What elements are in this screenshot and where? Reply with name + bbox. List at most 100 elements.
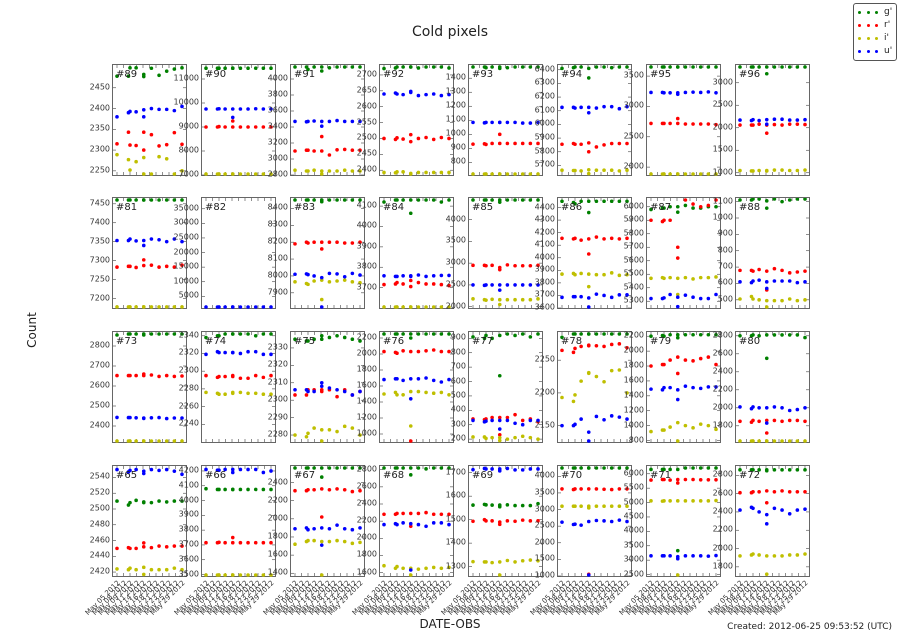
y-tick-label: 2800 (89, 340, 110, 350)
y-tick-label: 1800 (356, 549, 377, 559)
y-tick-label: 8400 (267, 202, 288, 212)
y-tick-label: 1800 (356, 364, 377, 374)
y-tick-label: 2500 (89, 400, 110, 410)
y-tick-label: 1100 (445, 114, 466, 124)
y-tick-label: 9000 (178, 121, 199, 131)
panel-ccd-87: #87 (646, 197, 721, 309)
y-tick-label: 2000 (712, 543, 733, 553)
y-tick-label: 6100 (534, 105, 555, 115)
y-tick-label: 7900 (267, 287, 288, 297)
panel-label: #82 (205, 202, 227, 213)
y-tick-label: 1400 (445, 72, 466, 82)
y-tick-label: 2260 (178, 401, 199, 411)
y-tick-label: 1600 (267, 549, 288, 559)
panel-ccd-91: #91 (290, 64, 365, 176)
y-tick-label: 3900 (178, 509, 199, 519)
y-tick-label: 2350 (89, 123, 110, 133)
y-tick-label: 1100 (712, 196, 733, 206)
panel-label: #81 (116, 202, 138, 213)
scatter-plot (202, 198, 275, 309)
panel-label: #92 (383, 69, 405, 80)
panel-label: #88 (739, 202, 761, 213)
y-tick-label: 7000 (178, 169, 199, 179)
y-tick-label: 500 (717, 294, 733, 304)
scatter-plot (469, 332, 542, 443)
y-tick-label: 2500 (89, 503, 110, 513)
y-tick-label: 4200 (178, 465, 199, 475)
y-tick-label: 1500 (445, 514, 466, 524)
panel-ccd-94: #94 (557, 64, 632, 176)
y-tick-label: 3900 (356, 241, 377, 251)
scatter-plot (380, 198, 453, 309)
y-tick-label: 2000 (445, 301, 466, 311)
y-tick-label: 10000 (173, 276, 199, 286)
y-tick-label: 1000 (623, 420, 644, 430)
panel-label: #66 (205, 470, 227, 481)
y-tick-label: 2800 (712, 469, 733, 479)
y-tick-label: 8100 (267, 253, 288, 263)
y-tick-label: 3700 (178, 539, 199, 549)
y-tick-label: 2400 (712, 366, 733, 376)
y-tick-label: 2400 (89, 103, 110, 113)
scatter-plot (558, 198, 631, 309)
panel-label: #70 (561, 470, 583, 481)
y-tick-label: 2000 (712, 122, 733, 132)
y-tick-label: 7200 (89, 293, 110, 303)
panel-ccd-92: #92 (379, 64, 454, 176)
y-tick-label: 1500 (712, 144, 733, 154)
y-tick-label: 5700 (534, 159, 555, 169)
y-tick-label: 3200 (267, 137, 288, 147)
legend-marker-icon (858, 36, 878, 40)
panel-ccd-88: #88 (735, 197, 810, 309)
y-tick-label: 2000 (356, 348, 377, 358)
panel-label: #73 (116, 336, 138, 347)
y-tick-label: 2600 (89, 380, 110, 390)
y-tick-label: 5900 (623, 214, 644, 224)
y-tick-label: 2500 (712, 99, 733, 109)
y-tick-label: 2290 (267, 412, 288, 422)
y-tick-label: 4000 (178, 495, 199, 505)
y-tick-label: 2300 (178, 365, 199, 375)
legend-item-u: u' (858, 45, 892, 57)
y-tick-label: 4100 (178, 480, 199, 490)
panel-label: #71 (650, 470, 672, 481)
y-tick-label: 5800 (623, 228, 644, 238)
panel-label: #84 (383, 202, 405, 213)
y-tick-label: 30000 (173, 217, 199, 227)
y-tick-label: 5700 (623, 241, 644, 251)
scatter-plot (736, 466, 809, 576)
y-tick-label: 500 (450, 390, 466, 400)
panel-label: #67 (294, 470, 316, 481)
created-timestamp: Created: 2012-06-25 09:53:52 (UTC) (727, 622, 892, 632)
y-tick-label: 2400 (89, 420, 110, 430)
y-axis-label: Count (25, 312, 39, 348)
y-tick-label: 2440 (89, 550, 110, 560)
y-tick-label: 1400 (445, 537, 466, 547)
panel-ccd-77: #77 (468, 331, 543, 443)
scatter-plot (380, 65, 453, 176)
panel-label: #75 (294, 336, 316, 347)
panel-ccd-73: #73 (112, 331, 187, 443)
legend-label: r' (884, 20, 891, 30)
y-tick-label: 1400 (623, 390, 644, 400)
y-tick-label: 2500 (623, 569, 644, 579)
panel-label: #74 (205, 336, 227, 347)
y-tick-label: 1800 (623, 360, 644, 370)
chart-title: Cold pixels (412, 24, 488, 40)
y-tick-label: 2340 (178, 330, 199, 340)
panel-ccd-76: #76 (379, 331, 454, 443)
y-tick-label: 2200 (534, 387, 555, 397)
legend-label: g' (884, 7, 893, 17)
y-tick-label: 3500 (623, 70, 644, 80)
y-tick-label: 1800 (712, 561, 733, 571)
y-tick-label: 2400 (267, 477, 288, 487)
panel-ccd-69: #69 (468, 465, 543, 577)
legend-label: i' (884, 33, 889, 43)
y-tick-label: 4000 (534, 470, 555, 480)
y-tick-label: 3500 (534, 487, 555, 497)
y-tick-label: 800 (717, 245, 733, 255)
y-tick-label: 8300 (267, 219, 288, 229)
y-tick-label: 2250 (89, 165, 110, 175)
panel-label: #79 (650, 336, 672, 347)
y-tick-label: 2450 (356, 148, 377, 158)
